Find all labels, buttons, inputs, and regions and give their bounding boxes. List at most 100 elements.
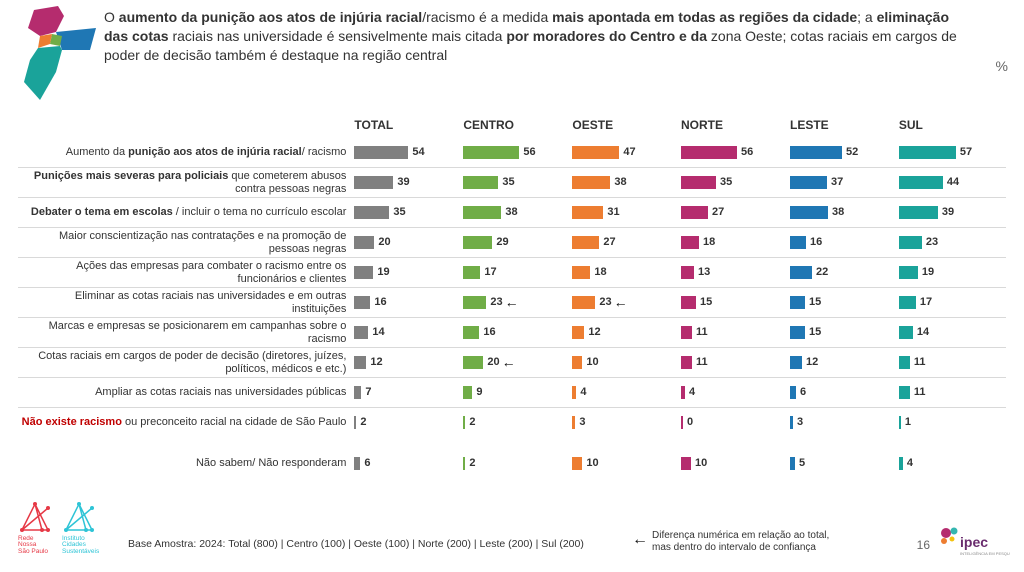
value-label: 56 — [523, 146, 535, 158]
cell-leste: 15 — [788, 288, 897, 318]
map-centro — [50, 34, 62, 46]
value-label: 15 — [700, 296, 712, 308]
cell-total: 54 — [352, 138, 461, 168]
value-label: 11 — [914, 386, 926, 398]
value-label: 10 — [586, 457, 598, 469]
value-label: 4 — [580, 386, 586, 398]
value-label: 54 — [412, 146, 424, 158]
bar — [463, 296, 486, 309]
cell-total: 16 — [352, 288, 461, 318]
cell-sul: 57 — [897, 138, 1006, 168]
bar — [463, 326, 479, 339]
bar — [899, 356, 910, 369]
bar — [572, 266, 590, 279]
cell-oeste: 47 — [570, 138, 679, 168]
cell-leste: 22 — [788, 258, 897, 288]
bar — [790, 457, 795, 470]
cell-sul: 14 — [897, 318, 1006, 348]
col-header-leste: LESTE — [788, 118, 897, 138]
bar — [572, 146, 619, 159]
value-label: 31 — [607, 206, 619, 218]
cell-leste: 52 — [788, 138, 897, 168]
value-label: 10 — [695, 457, 707, 469]
cell-sul: 4 — [897, 449, 1006, 478]
value-label: 1 — [905, 416, 911, 428]
value-label: 2 — [469, 416, 475, 428]
value-label: 12 — [806, 356, 818, 368]
map-oeste — [38, 34, 52, 48]
value-label: 35 — [502, 176, 514, 188]
svg-text:ipec: ipec — [960, 534, 988, 550]
value-label: 0 — [687, 416, 693, 428]
value-label: 13 — [698, 266, 710, 278]
cell-oeste: 3 — [570, 408, 679, 438]
bar — [463, 146, 519, 159]
headline: O aumento da punição aos atos de injúria… — [104, 8, 974, 65]
value-label: 22 — [816, 266, 828, 278]
bar — [354, 356, 366, 369]
cell-total: 14 — [352, 318, 461, 348]
bar — [354, 266, 373, 279]
cell-sul: 1 — [897, 408, 1006, 438]
cell-sul: 19 — [897, 258, 1006, 288]
cell-norte: 56 — [679, 138, 788, 168]
value-label: 16 — [374, 296, 386, 308]
bar — [354, 176, 393, 189]
map-south — [24, 46, 62, 100]
row-label: Cotas raciais em cargos de poder de deci… — [18, 348, 352, 378]
value-label: 17 — [920, 296, 932, 308]
base-sample-note: Base Amostra: 2024: Total (800) | Centro… — [128, 538, 584, 550]
value-label: 39 — [397, 176, 409, 188]
percent-symbol: % — [996, 58, 1008, 74]
bar — [899, 386, 910, 399]
cell-norte: 4 — [679, 378, 788, 408]
cell-norte: 10 — [679, 449, 788, 478]
bar — [899, 457, 903, 470]
bar — [790, 326, 805, 339]
bar — [463, 176, 498, 189]
bar — [681, 416, 683, 429]
value-label: 38 — [505, 206, 517, 218]
map-east — [56, 28, 96, 50]
row-label: Eliminar as cotas raciais nas universida… — [18, 288, 352, 318]
bar — [681, 356, 692, 369]
cell-norte: 13 — [679, 258, 788, 288]
bar — [790, 416, 793, 429]
bar — [681, 236, 699, 249]
bar-chart: TOTALCENTROOESTENORTELESTESUL Aumento da… — [18, 118, 1006, 478]
cell-leste: 5 — [788, 449, 897, 478]
cell-oeste: 18 — [570, 258, 679, 288]
logo-icid-caption: Instituto Cidades Sustentáveis — [62, 536, 99, 556]
legend-diff-note: Diferença numérica em relação ao total, … — [652, 530, 829, 554]
cell-centro: 16 — [461, 318, 570, 348]
page-number: 16 — [917, 538, 930, 552]
row-label: Não sabem/ Não responderam — [18, 449, 352, 478]
cell-leste: 38 — [788, 198, 897, 228]
cell-oeste: 23← — [570, 288, 679, 318]
cell-sul: 23 — [897, 228, 1006, 258]
cell-total: 20 — [352, 228, 461, 258]
cell-norte: 15 — [679, 288, 788, 318]
highlight-arrow-icon: ← — [505, 294, 519, 310]
cell-norte: 35 — [679, 168, 788, 198]
bar — [354, 416, 356, 429]
table-row: Cotas raciais em cargos de poder de deci… — [18, 348, 1006, 378]
value-label: 14 — [917, 326, 929, 338]
table-row: Debater o tema em escolas / incluir o te… — [18, 198, 1006, 228]
bar — [681, 206, 708, 219]
row-label: Marcas e empresas se posicionarem em cam… — [18, 318, 352, 348]
value-label: 57 — [960, 146, 972, 158]
svg-text:INTELIGÊNCIA EM PESQUISA E CON: INTELIGÊNCIA EM PESQUISA E CONSULTORIA — [960, 551, 1010, 556]
bar — [681, 296, 696, 309]
value-label: 16 — [483, 326, 495, 338]
cell-oeste: 27 — [570, 228, 679, 258]
value-label: 5 — [799, 457, 805, 469]
bar — [790, 176, 827, 189]
value-label: 29 — [496, 236, 508, 248]
bar — [354, 236, 374, 249]
col-header-total: TOTAL — [352, 118, 461, 138]
bar — [790, 386, 796, 399]
value-label: 11 — [914, 356, 926, 368]
logos-bottom-left: Rede Nossa São Paulo Instituto Cidades S… — [18, 500, 99, 556]
bar — [681, 386, 685, 399]
